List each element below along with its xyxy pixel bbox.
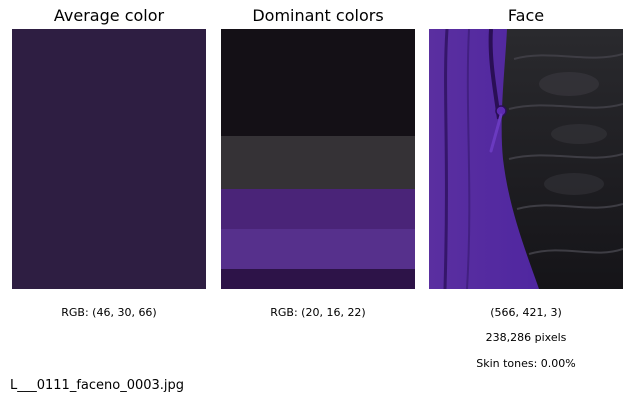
dominant-color-rgb: RGB: (20, 16, 22) [270,306,366,319]
dominant-colors-title: Dominant colors [252,6,384,25]
quilt-line [528,248,623,255]
zipper-pull-cord [489,113,503,153]
fleece-seam [443,29,449,289]
dominant-color-stripe [221,189,415,229]
quilt-line [508,153,623,160]
quilt-line [516,203,623,210]
face-pixel-count: 238,286 pixels [485,331,567,344]
quilt-line [508,103,623,110]
fleece-fold [466,29,471,289]
jacket-photo [429,29,623,289]
quilt-highlight [539,72,599,96]
dominant-colors-stack [221,29,415,289]
average-color-rgb: RGB: (46, 30, 66) [61,306,157,319]
dominant-color-stripe [221,136,415,189]
face-image-shape: (566, 421, 3) [490,306,562,319]
quilted-jacket [501,29,623,289]
quilt-highlight [551,124,607,144]
average-color-swatch [12,29,206,289]
face-image [429,29,623,289]
image-filename: L___0111_faceno_0003.jpg [10,378,185,393]
quilt-line [513,53,623,60]
face-skin-tones: Skin tones: 0.00% [476,357,576,370]
average-color-title: Average color [53,6,165,25]
dominant-color-stripe [221,29,415,136]
dominant-color-stripe [221,269,415,289]
quilt-highlight [544,173,604,195]
dominant-color-stripe [221,229,415,269]
face-title: Face [507,6,545,25]
